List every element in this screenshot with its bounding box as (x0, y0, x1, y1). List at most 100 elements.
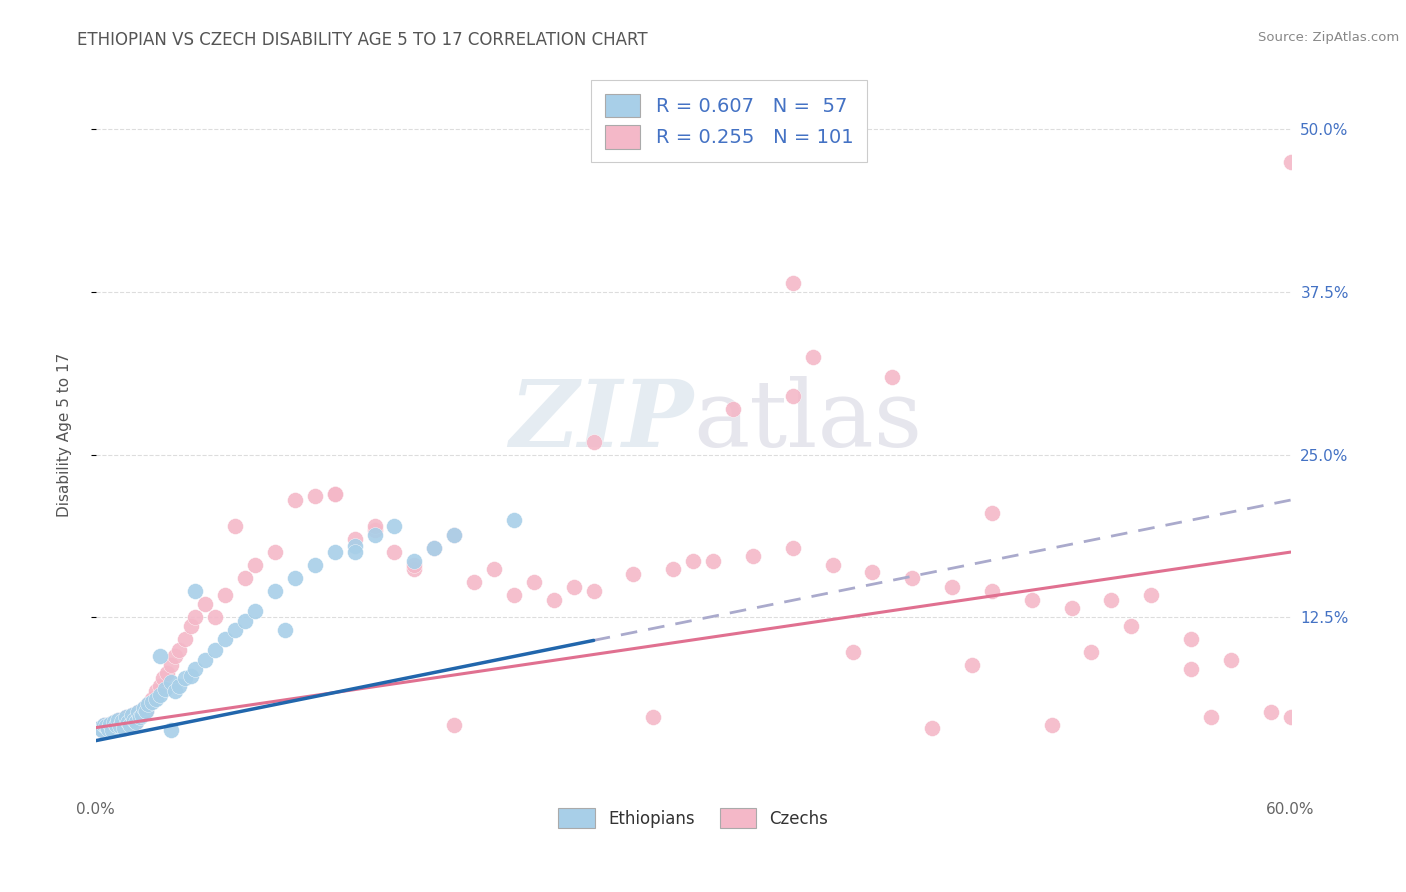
Point (174, 632, 197, 647)
Point (122, 713, 145, 727)
Point (184, 662, 207, 676)
Point (111, 714, 134, 728)
Point (180, 668, 202, 682)
Point (1060, 601, 1083, 615)
Point (682, 554, 704, 568)
Point (128, 710, 150, 724)
Point (582, 434, 605, 449)
Point (100, 723, 122, 738)
Point (941, 580, 963, 594)
Point (104, 718, 127, 732)
Point (1140, 588, 1163, 602)
Point (214, 632, 236, 647)
Point (93, 718, 115, 732)
Point (233, 614, 256, 628)
Point (1040, 718, 1063, 732)
Point (323, 545, 346, 559)
Point (1180, 662, 1202, 676)
Point (165, 684, 187, 698)
Point (224, 623, 246, 637)
Point (114, 710, 136, 724)
Point (136, 697, 159, 711)
Point (169, 679, 191, 693)
Point (233, 571, 256, 585)
Point (128, 710, 150, 724)
Point (343, 532, 366, 546)
Point (343, 545, 366, 559)
Point (721, 402, 744, 417)
Point (89, 721, 111, 735)
Point (343, 539, 366, 553)
Point (132, 701, 155, 715)
Point (124, 715, 146, 730)
Point (482, 562, 505, 576)
Point (117, 715, 139, 730)
Point (141, 695, 163, 709)
Point (503, 512, 526, 526)
Point (702, 554, 724, 568)
Point (136, 697, 159, 711)
Point (117, 715, 139, 730)
Point (180, 619, 202, 633)
Point (122, 713, 145, 727)
Point (243, 558, 266, 573)
Point (127, 705, 149, 719)
Point (90, 723, 112, 738)
Point (108, 719, 131, 733)
Point (243, 604, 266, 618)
Point (111, 714, 134, 728)
Point (132, 701, 155, 715)
Point (384, 519, 406, 533)
Point (1279, 155, 1302, 169)
Point (363, 519, 385, 533)
Point (138, 695, 160, 709)
Point (443, 718, 465, 732)
Point (156, 666, 179, 681)
Point (104, 718, 127, 732)
Point (98, 716, 121, 731)
Point (135, 704, 157, 718)
Point (100, 723, 122, 738)
Point (404, 562, 426, 576)
Point (801, 350, 824, 364)
Point (94, 719, 117, 733)
Point (1180, 632, 1202, 647)
Point (160, 723, 183, 738)
Point (145, 684, 167, 698)
Point (1121, 619, 1143, 633)
Point (404, 558, 426, 573)
Point (148, 679, 170, 693)
Point (204, 642, 226, 657)
Point (1080, 645, 1102, 659)
Point (155, 681, 177, 696)
Point (90, 723, 112, 738)
Point (742, 549, 765, 563)
Point (107, 713, 129, 727)
Point (121, 707, 143, 722)
Point (131, 707, 153, 722)
Point (543, 593, 565, 607)
Point (1199, 710, 1222, 724)
Point (882, 369, 904, 384)
Point (174, 671, 197, 685)
Point (160, 675, 183, 690)
Point (274, 623, 297, 637)
Text: ZIP: ZIP (509, 376, 693, 466)
Point (148, 649, 170, 664)
Point (960, 658, 983, 673)
Point (214, 588, 236, 602)
Point (1099, 593, 1122, 607)
Point (562, 580, 585, 594)
Point (284, 571, 307, 585)
Point (194, 597, 217, 611)
Point (1219, 653, 1241, 667)
Point (169, 642, 191, 657)
Point (503, 588, 526, 602)
Point (323, 486, 346, 500)
Point (194, 653, 217, 667)
Point (131, 707, 153, 722)
Point (264, 584, 287, 599)
Point (782, 389, 804, 403)
Point (363, 528, 385, 542)
Point (443, 528, 465, 542)
